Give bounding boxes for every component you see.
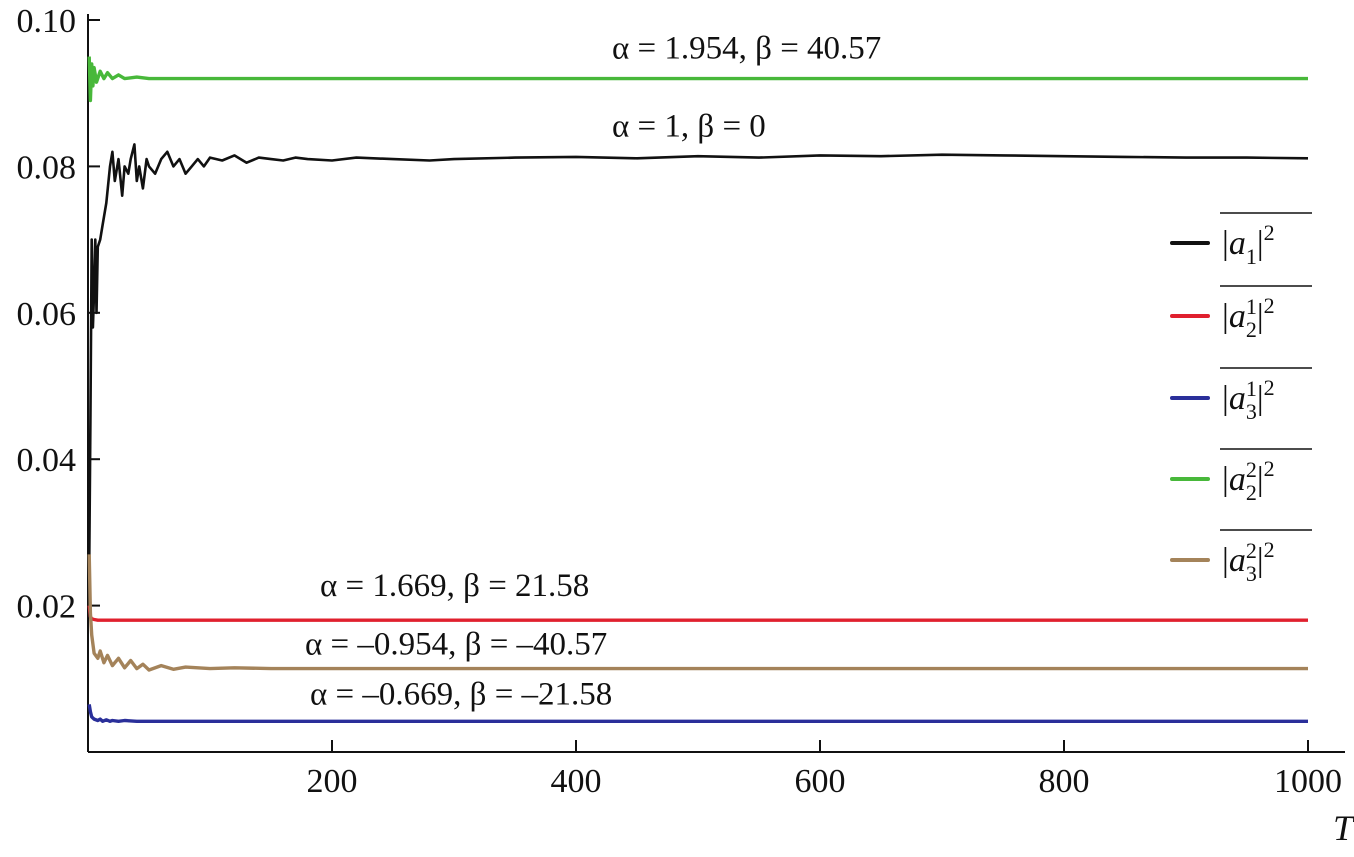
legend: |a1|2 |a1 2|2 |a1 3|2 |a2 2|2 |a2 3|2 [1170, 212, 1312, 586]
x-tick-label: 800 [1039, 763, 1090, 800]
series-annotation-2: α = 1.669, β = 21.58 [320, 568, 589, 604]
y-tick-label: 0.08 [17, 149, 77, 186]
y-tick-label: 0.10 [17, 3, 77, 40]
x-tick-label: 200 [307, 763, 358, 800]
series-line-4 [87, 56, 1308, 103]
series-line-5 [87, 554, 1308, 672]
x-tick-label: 400 [551, 763, 602, 800]
legend-label-1: |a1|2 [1222, 220, 1275, 269]
annotations: α = 1, β = 0 α = 1.669, β = 21.58 α = –0.6… [305, 31, 881, 713]
series-annotation-1: α = 1, β = 0 [612, 108, 766, 144]
y-tick-label: 0.02 [17, 589, 77, 626]
plot-lines [87, 56, 1309, 723]
x-tick-label: 600 [795, 763, 846, 800]
series-annotation-3: α = –0.669, β = –21.58 [310, 676, 612, 712]
series-line-3 [87, 704, 1308, 723]
legend-label-2: |a1 2|2 [1222, 293, 1275, 342]
series-annotation-4: α = 1.954, β = 40.57 [612, 31, 881, 67]
series-line-1 [87, 143, 1309, 570]
y-tick-label: 0.04 [17, 442, 77, 479]
y-tick-label: 0.06 [17, 296, 77, 333]
series-line-2 [87, 605, 1308, 622]
series-annotation-5: α = –0.954, β = –40.57 [305, 627, 607, 663]
x-axis-title: T [1333, 808, 1354, 848]
legend-label-4: |a2 2|2 [1222, 456, 1275, 505]
axes: 0.02 0.04 0.06 0.08 0.10 200 400 600 800 1000 T [17, 3, 1354, 848]
x-tick-label: 1000 [1274, 763, 1342, 800]
legend-label-3: |a1 3|2 [1222, 375, 1275, 424]
legend-label-5: |a2 3|2 [1222, 537, 1275, 586]
